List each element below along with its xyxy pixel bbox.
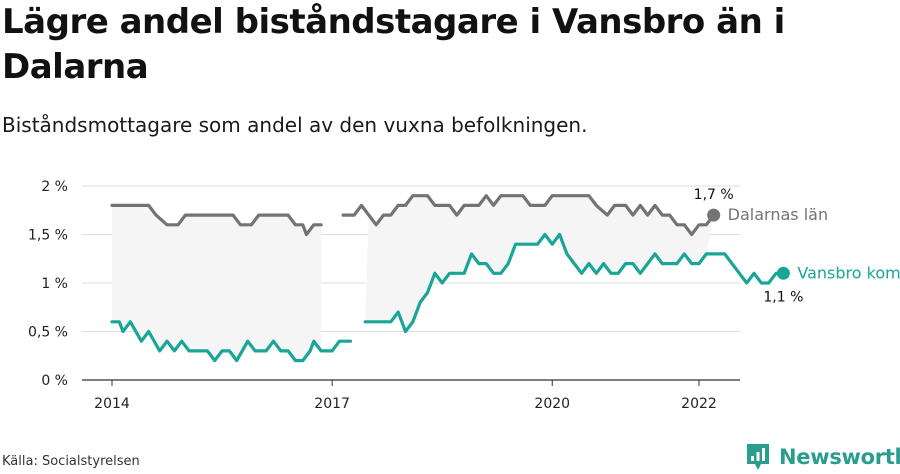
x-tick-label: 2014 — [94, 396, 130, 412]
series-value-label: 1,7 % — [694, 187, 734, 203]
series-line — [363, 232, 785, 334]
x-tick-label: 2017 — [314, 396, 350, 412]
axes: 0 % 0,5 % 1 % 1,5 % 2 % 2014 2017 2020 2022 — [28, 179, 717, 412]
series-line — [341, 194, 716, 237]
series-end-dot — [776, 266, 790, 280]
brand-name: Newsworthy — [779, 445, 900, 469]
band-area — [365, 195, 714, 332]
y-tick-label: 2 % — [41, 179, 68, 195]
series-end-dot — [707, 208, 721, 222]
series-labels: Dalarnas län 1,7 % Vansbro kommun 1,1 % — [694, 187, 900, 305]
band-area — [112, 205, 322, 361]
y-tick-label: 0 % — [41, 373, 68, 389]
series-line — [110, 203, 323, 237]
x-tick-label: 2022 — [681, 396, 717, 412]
series-value-label: 1,1 % — [763, 289, 803, 305]
series-name-label: Dalarnas län — [728, 205, 828, 224]
source-note: Källa: Socialstyrelsen — [2, 454, 140, 469]
newsworthy-logo-icon — [747, 444, 769, 470]
x-tick-label: 2020 — [534, 396, 570, 412]
series-lines — [110, 194, 785, 363]
page-subtitle: Biståndsmottagare som andel av den vuxna… — [2, 113, 588, 137]
y-tick-label: 0,5 % — [28, 325, 68, 341]
range-band — [112, 195, 714, 361]
y-tick-label: 1,5 % — [28, 228, 68, 244]
page-title: Lägre andel biståndstagare i Vansbro än … — [2, 2, 785, 87]
brand-logo: Newsworthy — [745, 440, 900, 474]
series-name-label: Vansbro kommun — [797, 263, 900, 282]
y-tick-label: 1 % — [41, 276, 68, 292]
series-line — [110, 320, 353, 363]
